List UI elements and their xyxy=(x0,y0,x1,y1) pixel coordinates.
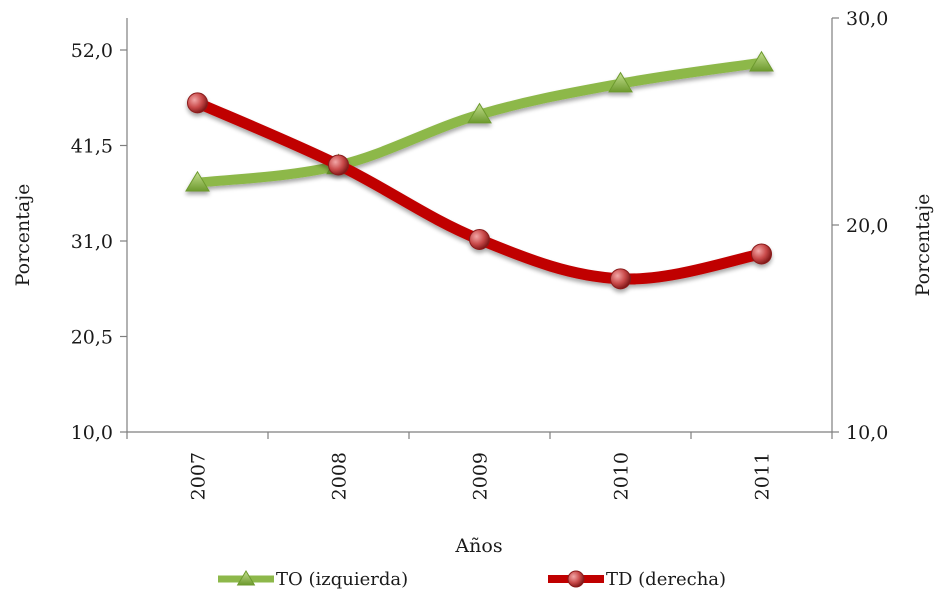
x-tick-label: 2011 xyxy=(752,452,774,500)
right-tick-label: 30,0 xyxy=(846,8,888,30)
data-point-triangle xyxy=(749,50,774,72)
left-tick-label: 52,0 xyxy=(71,40,113,62)
axes xyxy=(126,18,833,433)
left-tick-label: 41,5 xyxy=(71,136,113,158)
legend: TO (izquierda) TD (derecha) xyxy=(218,569,726,590)
data-point-circle xyxy=(328,154,349,176)
data-point-triangle xyxy=(608,71,633,93)
right-tick-label: 20,0 xyxy=(846,215,888,237)
left-tick-label: 20,5 xyxy=(71,327,113,349)
data-point-triangle xyxy=(185,170,210,192)
left-y-ticks: 10,0 20,5 31,0 41,5 52,0 xyxy=(71,40,127,444)
x-ticks: 2007 2008 2009 2010 2011 xyxy=(126,432,833,500)
series-2 xyxy=(187,92,772,290)
data-point-circle xyxy=(610,268,631,290)
series-1 xyxy=(185,50,774,192)
x-tick-label: 2007 xyxy=(188,452,210,500)
x-tick-label: 2009 xyxy=(470,452,492,500)
right-tick-label: 10,0 xyxy=(846,422,888,444)
right-y-ticks: 10,0 20,0 30,0 xyxy=(832,8,888,444)
legend-marker-circle xyxy=(567,570,585,588)
y-axis-title-right: Porcentaje xyxy=(912,194,934,297)
data-point-circle xyxy=(751,243,772,265)
left-tick-label: 31,0 xyxy=(71,231,113,253)
legend-label: TO (izquierda) xyxy=(276,569,408,590)
legend-item-2: TD (derecha) xyxy=(548,569,726,590)
data-point-circle xyxy=(187,92,208,114)
series-layer xyxy=(185,50,774,290)
data-point-triangle xyxy=(467,102,492,124)
y-axis-title-left: Porcentaje xyxy=(12,184,34,287)
series-line xyxy=(192,97,767,285)
legend-marker-triangle xyxy=(236,570,256,586)
legend-item-1: TO (izquierda) xyxy=(218,569,408,590)
x-axis-title: Años xyxy=(454,535,502,557)
x-tick-label: 2010 xyxy=(611,452,633,500)
left-tick-label: 10,0 xyxy=(71,422,113,444)
legend-label: TD (derecha) xyxy=(606,569,726,590)
data-point-circle xyxy=(469,228,490,250)
x-tick-label: 2008 xyxy=(329,452,351,500)
